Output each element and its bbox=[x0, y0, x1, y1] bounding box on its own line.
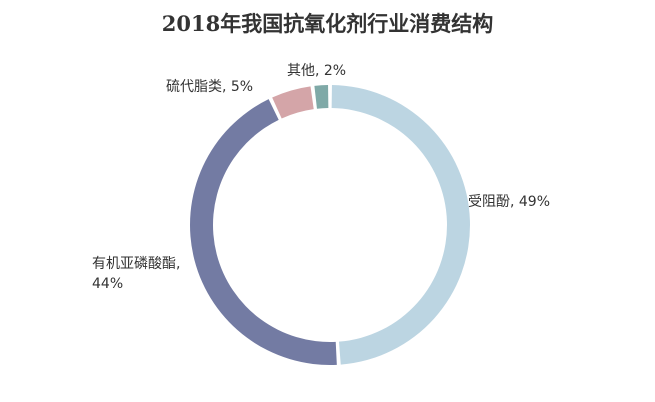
slice-2 bbox=[190, 99, 337, 366]
slice-label-2: 有机亚磷酸酯, 44% bbox=[92, 256, 180, 292]
slice-label-3: 硫代脂类, 5% bbox=[166, 79, 253, 95]
chart-title: 2018年我国抗氧化剂行业消费结构 bbox=[161, 11, 494, 36]
slice-label-4: 其他, 2% bbox=[287, 63, 346, 79]
slice-4 bbox=[314, 85, 329, 109]
slice-3 bbox=[272, 86, 314, 119]
slice-label-1: 受阻酚, 49% bbox=[468, 194, 550, 210]
slice-1 bbox=[331, 85, 470, 365]
